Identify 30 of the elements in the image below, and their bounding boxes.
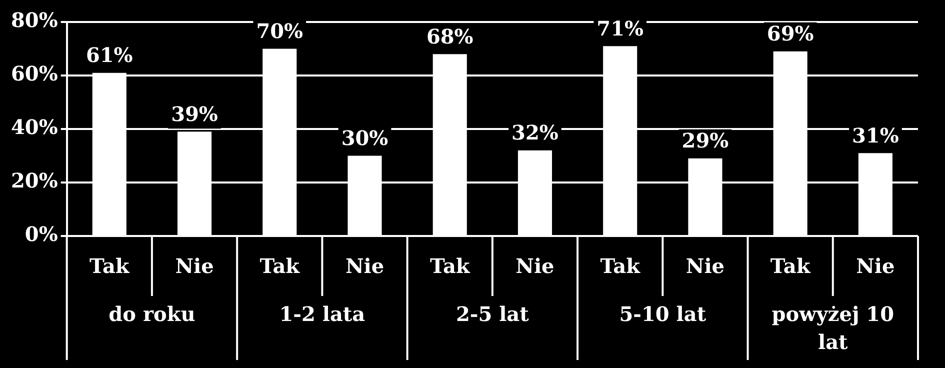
text: 5-10 lat [619, 302, 707, 326]
y-tick-label: 20% [10, 168, 58, 193]
data-label: 31% [852, 123, 899, 148]
data-label: 30% [341, 126, 388, 150]
x-tick-label: Nie [856, 254, 895, 278]
y-tick-label: 60% [10, 62, 58, 86]
text: powyżej 10 lat [772, 302, 894, 354]
data-label: 29% [682, 128, 729, 153]
x-tick-label: Nie [516, 254, 554, 278]
data-label: 61% [86, 43, 133, 68]
data-label: 70% [256, 18, 304, 43]
data-label: 69% [766, 22, 814, 46]
y-tick-label: 80% [10, 8, 58, 32]
x-tick-label: Tak [770, 254, 812, 278]
x-tick-label: Nie [175, 254, 214, 278]
x-tick-label: Tak [89, 254, 130, 278]
text: do roku [108, 302, 196, 326]
y-tick-label: 40% [10, 115, 58, 140]
y-tick-label: 0% [24, 222, 58, 246]
data-label: 32% [512, 120, 558, 145]
x-tick-label: Tak [600, 254, 642, 278]
text: 2-5 lat [456, 302, 530, 326]
x-tick-label: Nie [345, 254, 384, 278]
data-label: 71% [596, 16, 644, 40]
x-tick-label: Nie [686, 254, 725, 278]
text: 1-2 lata [279, 302, 366, 326]
x-tick-label: Tak [260, 254, 301, 278]
x-tick-label: Tak [430, 254, 471, 278]
data-label: 39% [171, 102, 218, 126]
data-label: 68% [426, 24, 474, 48]
